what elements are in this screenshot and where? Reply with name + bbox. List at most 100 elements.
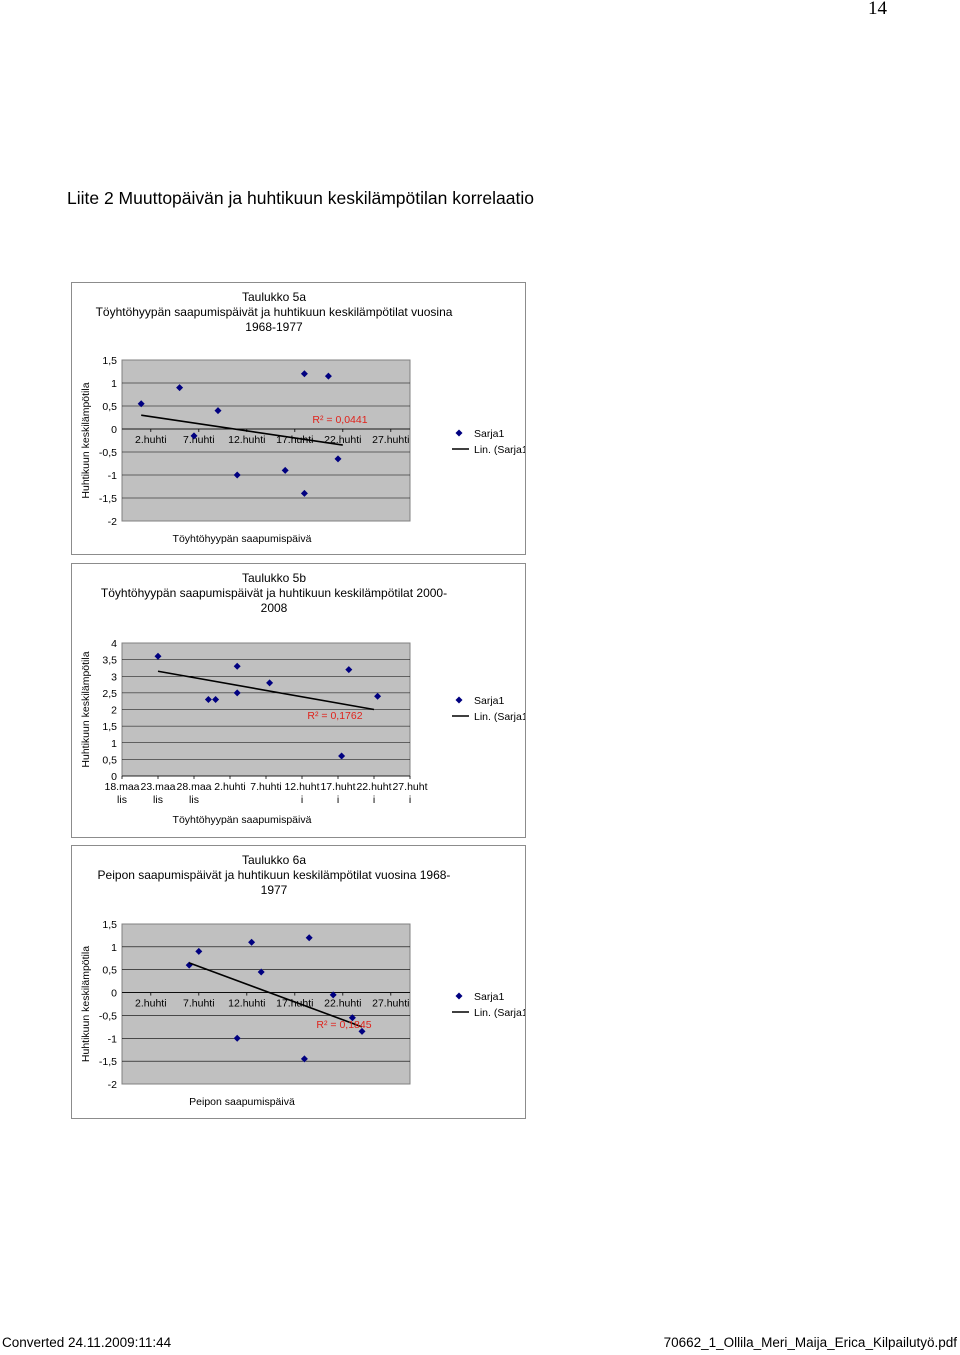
y-tick-label: 0 — [111, 424, 117, 436]
y-tick-label: -1,5 — [99, 1056, 117, 1068]
x-tick-label: 2.huhti — [135, 434, 167, 446]
x-tick-label: i — [409, 794, 411, 806]
x-tick-label: 27.huhti — [372, 434, 409, 446]
legend-series-label: Sarja1 — [474, 695, 505, 707]
x-tick-label: 28.maa — [176, 781, 211, 793]
page-number: 14 — [868, 0, 887, 19]
trendline — [188, 962, 363, 1028]
plot-area — [121, 923, 411, 1085]
data-point — [300, 1055, 308, 1063]
y-tick-label: 0,5 — [102, 754, 117, 766]
x-tick-label: 12.huhti — [228, 998, 265, 1010]
data-point — [190, 432, 198, 440]
data-point — [300, 489, 308, 497]
data-point — [233, 1034, 241, 1042]
chart-title-line: Taulukko 5a — [242, 290, 306, 304]
y-tick-label: 1,5 — [102, 919, 117, 931]
x-tick-label: 12.huhti — [228, 434, 265, 446]
data-point — [334, 455, 342, 463]
y-axis-title: Huhtikuun keskilämpötila — [80, 651, 92, 767]
chart-taulukko-6a: Taulukko 6a Peipon saapumispäivät ja huht… — [71, 845, 526, 1119]
y-axis-title: Huhtikuun keskilämpötila — [80, 382, 92, 498]
r-squared-label: R² = 0,1762 — [307, 710, 362, 722]
legend-series-label: Sarja1 — [474, 428, 505, 440]
data-point — [204, 696, 212, 704]
x-tick-label: 12.huht — [284, 781, 319, 793]
chart-title-line: 2008 — [261, 601, 288, 615]
y-tick-label: 2,5 — [102, 688, 117, 700]
data-point — [281, 466, 289, 474]
chart-taulukko-5b: Taulukko 5b Töyhtöhyypän saapumispäivät j… — [71, 563, 526, 838]
x-tick-label: i — [373, 794, 375, 806]
x-tick-label: 22.huhti — [324, 434, 361, 446]
trendline — [141, 414, 343, 446]
chart-title-line: Töyhtöhyypän saapumispäivät ja huhtikuun… — [96, 305, 453, 319]
y-tick-label: 1 — [111, 738, 117, 750]
chart-taulukko-5a: Taulukko 5a Töyhtöhyypän saapumispäivät j… — [71, 282, 526, 555]
x-tick-label: 17.huht — [320, 781, 355, 793]
legend-trend-label: Lin. (Sarja1) — [474, 711, 525, 723]
data-point — [305, 934, 313, 942]
footer-converted-date: Converted 24.11.2009:11:44 — [2, 1335, 172, 1350]
data-point — [324, 372, 332, 380]
data-point — [338, 752, 346, 760]
y-tick-label: 1 — [111, 942, 117, 954]
y-tick-label: -1,5 — [99, 493, 117, 505]
y-tick-label: 1 — [111, 378, 117, 390]
appendix-heading: Liite 2 Muuttopäivän ja huhtikuun keskil… — [67, 188, 534, 208]
data-point — [300, 370, 308, 378]
chart-title-line: Taulukko 6a — [242, 853, 306, 867]
data-point — [358, 1027, 366, 1035]
data-point — [176, 384, 184, 392]
y-tick-label: 1,5 — [102, 355, 117, 367]
legend: Sarja1 Lin. (Sarja1) — [452, 695, 525, 723]
data-point — [374, 692, 382, 700]
legend-series-label: Sarja1 — [474, 991, 505, 1003]
data-point — [348, 1014, 356, 1022]
x-tick-label: 2.huhti — [135, 998, 167, 1010]
legend-marker-icon — [455, 429, 463, 437]
x-axis-title: Töyhtöhyypän saapumispäivä — [173, 533, 312, 545]
x-tick-label: 22.huhti — [324, 998, 361, 1010]
legend: Sarja1 Lin. (Sarja1) — [452, 991, 525, 1019]
x-tick-label: 17.huhti — [276, 998, 313, 1010]
y-tick-label: -1 — [108, 1033, 117, 1045]
chart-title-line: Töyhtöhyypän saapumispäivät ja huhtikuun… — [101, 586, 447, 600]
data-point — [248, 938, 256, 946]
data-point — [266, 679, 274, 687]
chart-title-line: Taulukko 5b — [242, 571, 306, 585]
x-tick-label: i — [301, 794, 303, 806]
x-tick-label: 27.huhti — [372, 998, 409, 1010]
x-tick-label: 7.huhti — [183, 998, 215, 1010]
x-tick-label: lis — [117, 794, 127, 806]
data-point — [257, 968, 265, 976]
y-tick-label: 0,5 — [102, 401, 117, 413]
data-point — [137, 400, 145, 408]
x-tick-label: lis — [153, 794, 163, 806]
y-tick-label: 0,5 — [102, 965, 117, 977]
y-tick-label: 0 — [111, 988, 117, 1000]
chart-title-line: 1968-1977 — [245, 320, 303, 334]
data-point — [214, 407, 222, 415]
x-tick-label: 2.huhti — [214, 781, 246, 793]
x-tick-label: lis — [189, 794, 199, 806]
y-tick-label: 2 — [111, 705, 117, 717]
data-point — [345, 666, 353, 674]
r-squared-label: R² = 0,0441 — [312, 414, 367, 426]
data-point — [233, 662, 241, 670]
legend: Sarja1 Lin. (Sarja1) — [452, 428, 525, 456]
y-tick-label: -2 — [108, 1079, 117, 1091]
data-point — [329, 991, 337, 999]
y-tick-label: -0,5 — [99, 1010, 117, 1022]
y-tick-label: -1 — [108, 470, 117, 482]
y-tick-label: 0 — [111, 771, 117, 783]
y-tick-label: -2 — [108, 516, 117, 528]
y-tick-label: 4 — [111, 638, 117, 650]
legend-trend-label: Lin. (Sarja1) — [474, 1007, 525, 1019]
data-point — [233, 471, 241, 479]
x-axis-title: Töyhtöhyypän saapumispäivä — [173, 814, 312, 826]
x-tick-label: 7.huhti — [183, 434, 215, 446]
